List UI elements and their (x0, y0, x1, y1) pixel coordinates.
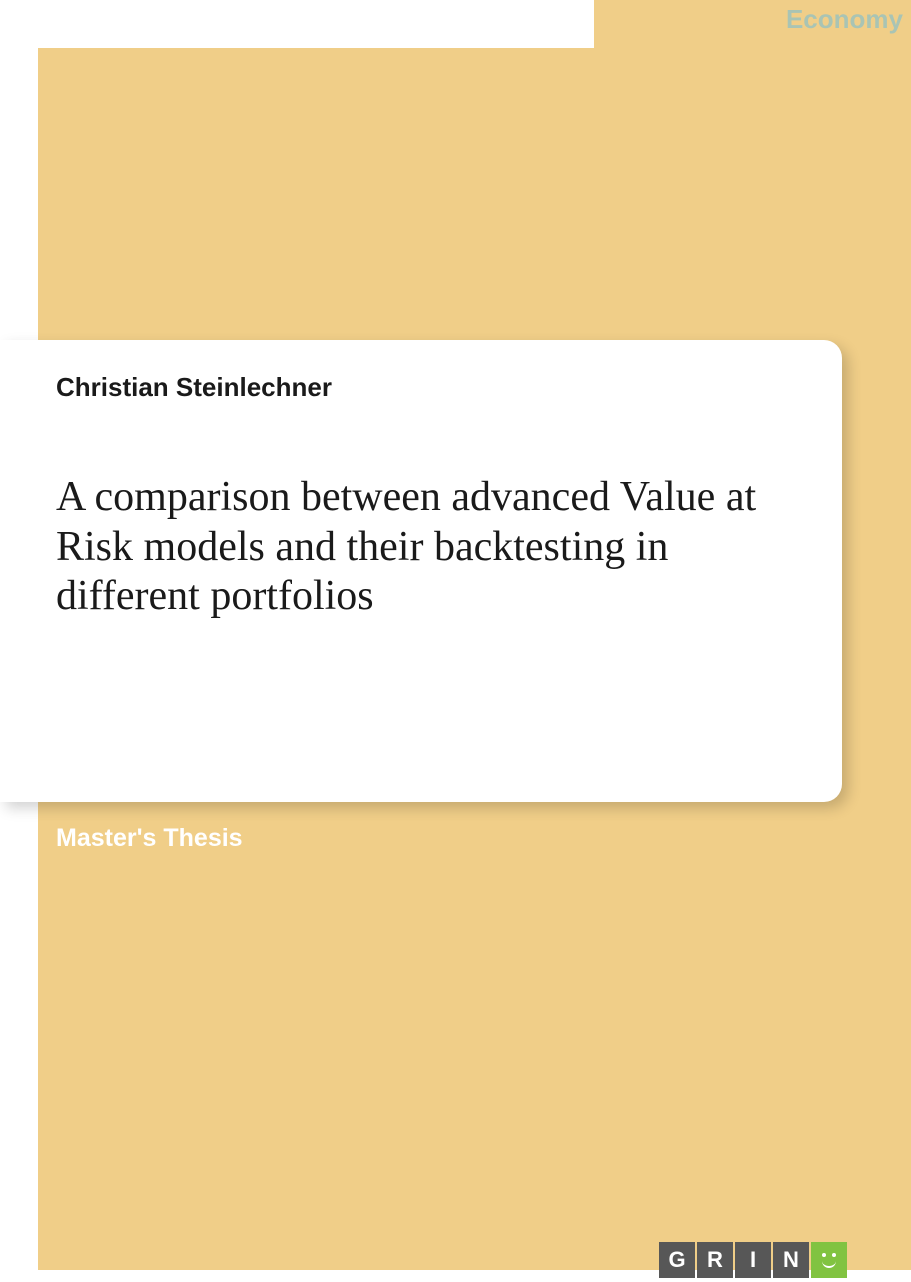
category-label: Economy (786, 4, 903, 35)
author-name: Christian Steinlechner (56, 372, 812, 403)
top-strip (38, 0, 594, 48)
logo-letter-g: G (659, 1242, 695, 1278)
logo-letter-r: R (697, 1242, 733, 1278)
book-title: A comparison between advanced Value at R… (56, 473, 812, 622)
title-card: Christian Steinlechner A comparison betw… (0, 340, 842, 802)
publisher-logo: G R I N (659, 1242, 847, 1278)
logo-smiley-icon (811, 1242, 847, 1278)
logo-letter-n: N (773, 1242, 809, 1278)
logo-letter-i: I (735, 1242, 771, 1278)
thesis-type-label: Master's Thesis (56, 824, 243, 853)
